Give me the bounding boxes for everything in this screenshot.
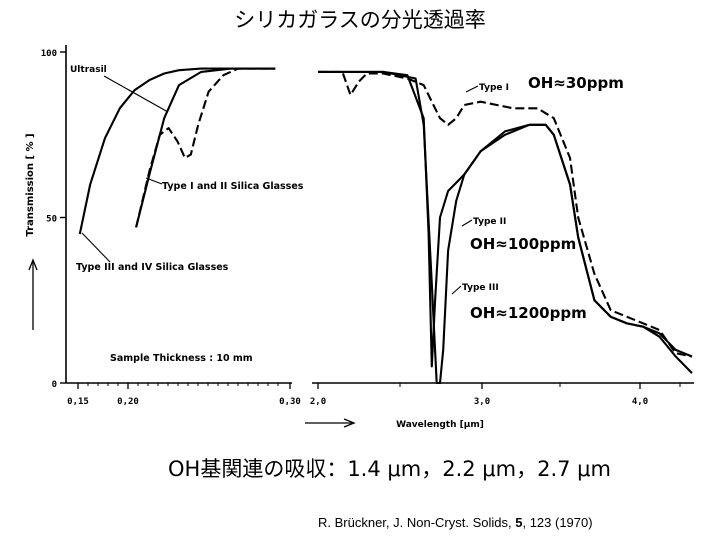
annotation-leader (81, 232, 111, 263)
x-axis-arrowhead (343, 418, 356, 428)
series-ultrasil (78, 67, 276, 235)
chart-axes (28, 45, 694, 428)
y-tick-label: 0 (52, 380, 57, 390)
annotation-sample-thickness: Sample Thickness : 10 mm (110, 353, 253, 364)
chart-labels: 0 50 100 Transmission [ % ] 0,15 0,20 0,30 2,0 3… (25, 49, 648, 430)
slide-title: シリカガラスの分光透過率 (234, 8, 486, 32)
y-tick-label: 100 (41, 49, 57, 59)
citation-volume: 5 (515, 515, 523, 530)
annotation-leader (451, 285, 462, 295)
series-type-i (318, 70, 693, 358)
annotation-leader (461, 219, 473, 227)
annotation-type-ii: Type II (473, 217, 506, 227)
x-tick-label: 4,0 (632, 397, 648, 407)
citation: R. Brückner, J. Non-Cryst. Solids, 5, 12… (318, 515, 593, 530)
series-type-i-and-ii-silica-glasses-dashed (135, 67, 276, 228)
annotation-type-iii: Type III (462, 283, 499, 293)
annotation-oh-1200ppm: OH≈1200ppm (470, 304, 587, 322)
chart-series-layer (78, 67, 693, 385)
oh-absorption-caption: OH基関連の吸収：1.4 μm，2.2 μm，2.7 μm (168, 457, 611, 481)
x-tick-label: 0,30 (279, 397, 301, 407)
annotation-oh-30ppm: OH≈30ppm (528, 74, 624, 92)
annotation-leader (103, 75, 169, 113)
y-axis-arrowhead (28, 258, 38, 271)
x-tick-label: 0,15 (67, 397, 89, 407)
annotation-type-i-ii: Type I and II Silica Glasses (162, 181, 304, 192)
annotation-type-iii-iv: Type III and IV Silica Glasses (76, 262, 229, 273)
x-tick-label: 3,0 (474, 397, 490, 407)
x-axis-label: Wavelength [μm] (396, 420, 484, 430)
x-tick-label: 0,20 (117, 397, 139, 407)
annotation-leader (145, 177, 163, 185)
x-tick-label: 2,0 (310, 397, 326, 407)
citation-suffix: , 123 (1970) (522, 515, 593, 530)
citation-prefix: R. Brückner, J. Non-Cryst. Solids, (318, 515, 516, 530)
transmission-chart: 0 50 100 Transmission [ % ] 0,15 0,20 0,30 2,0 3… (25, 45, 694, 430)
annotation-type-i: Type I (479, 83, 509, 93)
annotation-leader (465, 85, 479, 93)
annotation-oh-100ppm: OH≈100ppm (470, 235, 576, 253)
y-tick-label: 50 (46, 215, 57, 225)
y-axis-label: Transmission [ % ] (25, 133, 36, 236)
annotation-ultrasil: Ultrasil (70, 65, 107, 75)
series-type-iii (318, 70, 693, 385)
